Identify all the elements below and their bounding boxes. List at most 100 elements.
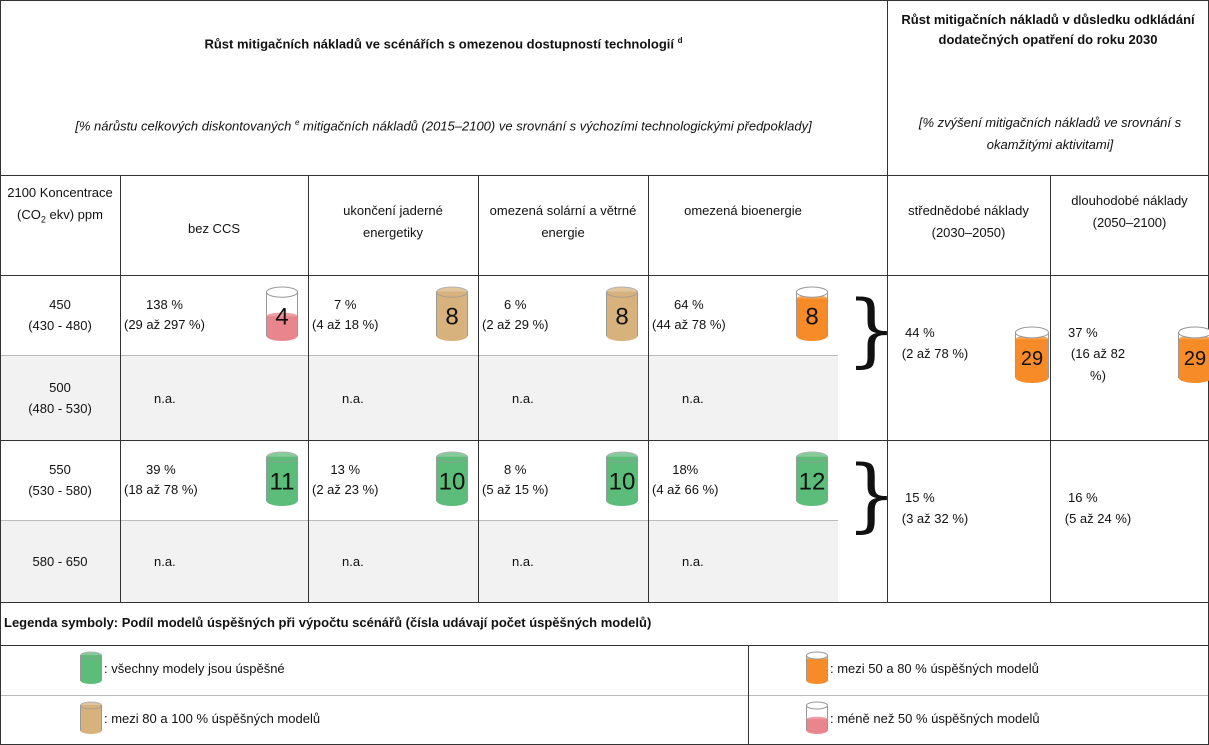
cylinder-fill <box>80 705 102 731</box>
cell-value: 6 % <box>504 297 527 312</box>
cylinder-fill <box>606 292 638 336</box>
cell-text: 7 % (4 až 18 %) <box>312 295 378 335</box>
cell-text: 18% (4 až 66 %) <box>652 460 718 500</box>
cell-range: (29 až 297 %) <box>124 317 205 332</box>
cell-range: (4 až 66 %) <box>652 482 719 497</box>
cylinder-icon <box>80 701 102 734</box>
cylinder-icon: 8 <box>606 286 638 341</box>
cell-value: 8 % <box>504 462 527 477</box>
cell-value: 44 % <box>905 325 935 340</box>
border <box>0 175 1209 176</box>
column-header: omezená solární a větrné energie <box>489 203 637 240</box>
border <box>748 645 749 745</box>
model-count: 29 <box>1184 348 1206 370</box>
brace: } <box>846 283 897 376</box>
cell-range: (3 až 32 %) <box>901 511 969 526</box>
cell-na: n.a. <box>512 554 534 569</box>
cell-range: (2 až 23 %) <box>312 482 379 497</box>
cylinder-top <box>606 451 638 463</box>
row-shade <box>1 521 838 602</box>
cell-na: n.a. <box>154 390 176 406</box>
model-count: 12 <box>799 469 826 496</box>
cell-range: (5 až 15 %) <box>482 482 549 497</box>
border <box>120 175 121 602</box>
legend-title: Legenda symboly: Podíl modelů úspěšných … <box>4 615 652 630</box>
cylinder-top <box>1178 326 1209 339</box>
cylinder-fill <box>806 719 828 731</box>
cell-text: 13 % (2 až 23 %) <box>312 460 378 500</box>
cylinder-top <box>80 701 102 710</box>
cylinder-icon: 4 <box>266 286 298 341</box>
cell-value: 16 % <box>1068 490 1098 505</box>
subtitle-text: [% nárůstu celkových diskontovaných <box>75 118 295 134</box>
cylinder-top <box>606 286 638 298</box>
cylinder-icon <box>806 651 828 684</box>
cylinder-fill <box>796 298 828 336</box>
fill-top <box>806 716 828 722</box>
cylinder-bottom <box>606 495 638 506</box>
column-header: dlouhodobé náklady (2050–2100) <box>1071 193 1188 230</box>
brace: } <box>846 448 897 541</box>
title-text: Růst mitigačních nákladů ve scénářích s … <box>204 36 674 52</box>
cylinder-fill <box>266 457 298 501</box>
cylinder-fill <box>806 659 828 681</box>
legend-text: : méně než 50 % úspěšných modelů <box>830 711 1040 726</box>
cylinder-fill <box>1178 339 1209 378</box>
header-subtitle: [% nárůstu celkových diskontovaných e mi… <box>30 112 857 137</box>
cylinder-icon: 29 <box>1015 326 1049 383</box>
border <box>0 440 1209 441</box>
cylinder-bottom <box>266 495 298 506</box>
cylinder-top <box>806 651 828 660</box>
cylinder-bottom <box>806 676 828 684</box>
cell-value: 39 % <box>146 462 176 477</box>
header-title: Růst mitigačních nákladů v důsledku odkl… <box>901 12 1195 47</box>
cylinder-bottom <box>796 330 828 341</box>
cell-range: (44 až 78 %) <box>652 317 726 332</box>
border <box>0 275 1209 276</box>
row-label: 580 - 650 <box>32 554 88 569</box>
cylinder-fill <box>1015 339 1049 378</box>
border <box>0 520 838 521</box>
row-range: (480 - 530) <box>28 400 92 416</box>
row-range: (530 - 580) <box>28 483 92 498</box>
cylinder-bottom <box>1015 372 1049 383</box>
cell-range: (2 až 78 %) <box>901 346 969 361</box>
border <box>0 0 1209 1</box>
column-header: 2100 Koncentrace (CO2 ekv) ppm <box>4 182 116 231</box>
row-range: (430 - 480) <box>28 318 92 333</box>
border <box>0 0 1 745</box>
cylinder-icon: 8 <box>796 286 828 341</box>
cell-value: 37 % <box>1068 325 1098 340</box>
fill-top <box>266 312 298 320</box>
cylinder-fill <box>796 457 828 501</box>
border <box>0 695 1209 696</box>
cylinder-top <box>796 286 828 298</box>
column-header: střednědobé náklady (2030–2050) <box>908 203 1029 240</box>
cell-na: n.a. <box>682 390 704 406</box>
border <box>1050 175 1051 602</box>
row-label: 550 <box>49 462 71 477</box>
model-count: 10 <box>609 469 636 496</box>
border <box>0 355 838 356</box>
cylinder-icon: 8 <box>436 286 468 341</box>
cell-text: 6 % (2 až 29 %) <box>482 295 548 335</box>
row-shade <box>1 356 838 440</box>
cylinder-bottom <box>1178 372 1209 383</box>
border <box>648 175 649 602</box>
cell-text: 39 % (18 až 78 %) <box>124 460 198 500</box>
cylinder-icon: 29 <box>1178 326 1209 383</box>
cylinder-top <box>436 286 468 298</box>
cell-value: 15 % <box>905 490 935 505</box>
header-subtitle: [% zvýšení mitigačních nákladů ve srovná… <box>918 115 1182 152</box>
cell-range: (4 až 18 %) <box>312 317 379 332</box>
cell-text: 64 % (44 až 78 %) <box>652 295 726 335</box>
model-count: 11 <box>270 469 295 496</box>
header-text: ekv) ppm <box>45 207 103 222</box>
row-label: 500 <box>49 379 71 395</box>
cylinder-icon: 11 <box>266 451 298 506</box>
cylinder-fill <box>80 655 102 681</box>
footnote-mark: d <box>677 36 683 45</box>
row-label: 450 <box>49 297 71 312</box>
cylinder-bottom <box>806 726 828 734</box>
